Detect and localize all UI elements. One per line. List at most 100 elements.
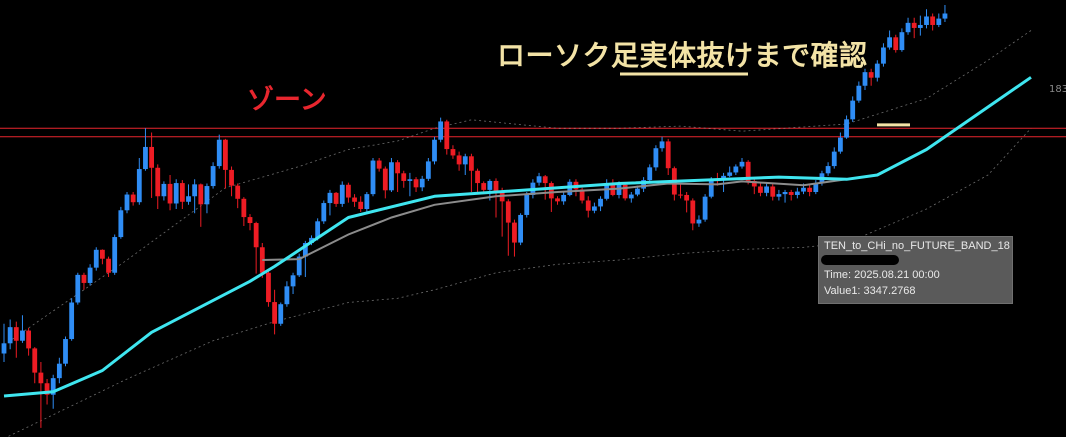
bull-candle <box>856 85 862 101</box>
bear-candle <box>26 330 31 349</box>
bear-candle <box>505 201 511 223</box>
bull-candle <box>278 304 284 324</box>
bull-candle <box>659 141 665 149</box>
bull-candle <box>216 139 222 167</box>
bull-candle <box>124 194 130 211</box>
bull-candle <box>204 186 210 205</box>
tooltip-redaction-mark <box>821 255 899 265</box>
bull-candle <box>628 194 634 199</box>
bull-candle <box>302 243 308 257</box>
tooltip-series-name: TEN_to_CHi_no_FUTURE_BAND_18 <box>824 240 1010 252</box>
bear-candle <box>247 217 253 224</box>
bear-candle <box>758 186 763 193</box>
bear-candle <box>555 198 560 202</box>
bear-candle <box>542 176 548 184</box>
bear-candle <box>512 222 517 243</box>
bull-candle <box>862 72 868 86</box>
bear-candle <box>678 194 683 196</box>
bull-candle <box>425 161 431 179</box>
bull-candle <box>874 63 880 78</box>
bull-candle <box>899 32 905 51</box>
bear-candle <box>266 272 271 303</box>
bull-candle <box>641 180 646 189</box>
bull-candle <box>1 343 7 354</box>
bear-candle <box>807 187 813 192</box>
bear-candle <box>469 156 474 171</box>
bear-candle <box>155 167 161 197</box>
bull-candle <box>844 119 849 138</box>
bear-candle <box>401 173 407 181</box>
data-tooltip: TEN_to_CHi_no_FUTURE_BAND_18 Time: 2025.… <box>818 236 1013 304</box>
bear-candle <box>450 149 456 156</box>
bear-candle <box>788 192 794 195</box>
bull-candle <box>56 363 62 379</box>
bull-candle <box>604 184 610 199</box>
bull-candle <box>462 156 468 165</box>
bear-candle <box>13 327 19 341</box>
bull-candle <box>364 194 370 209</box>
bear-candle <box>684 194 690 201</box>
bull-candle <box>917 24 923 28</box>
bull-candle <box>924 16 929 25</box>
bear-candle <box>179 183 185 202</box>
cyan-band <box>3 76 1032 398</box>
bull-candle <box>801 187 806 192</box>
bull-candle <box>210 166 216 187</box>
bull-candle <box>942 13 948 19</box>
bear-candle <box>376 160 382 169</box>
bull-candle <box>161 183 167 197</box>
bull-candle <box>327 192 333 204</box>
bear-candle <box>223 139 228 170</box>
bull-candle <box>87 267 93 283</box>
bull-candle <box>487 180 493 190</box>
bull-candle <box>389 162 394 191</box>
bear-candle <box>346 184 351 198</box>
bear-candle <box>198 184 204 205</box>
bear-candle <box>100 249 105 259</box>
gray-band-line <box>262 178 847 261</box>
bear-candle <box>690 200 696 224</box>
bull-candle <box>7 327 13 344</box>
bull-candle <box>887 37 892 48</box>
bull-candle <box>635 188 640 195</box>
zone-annotation: ゾーン <box>247 85 327 116</box>
bull-candle <box>321 203 327 222</box>
title-annotation: ローソク足実体抜けまで確認 <box>497 39 868 72</box>
bull-candle <box>831 151 837 167</box>
bull-candle <box>653 148 659 168</box>
bear-candle <box>106 258 111 273</box>
bull-candle <box>407 179 413 181</box>
bear-candle <box>272 302 277 324</box>
bull-candle <box>598 198 603 207</box>
bull-candle <box>432 139 437 162</box>
bear-candle <box>81 274 87 283</box>
bear-candle <box>868 72 874 78</box>
bear-candle <box>745 161 751 181</box>
bull-candle <box>850 100 856 120</box>
bear-candle <box>229 169 234 186</box>
bear-candle <box>413 179 419 188</box>
bear-candle <box>253 223 259 248</box>
bear-candle <box>44 383 50 395</box>
bull-candle <box>118 210 124 238</box>
bull-candle <box>708 180 714 197</box>
bear-candle <box>149 146 154 168</box>
bear-candle <box>235 185 241 199</box>
lower-dotted-band <box>6 128 1032 437</box>
bull-candle <box>518 214 523 243</box>
bull-candle <box>284 286 290 305</box>
bull-candle <box>647 167 653 181</box>
bull-candle <box>143 146 148 170</box>
bull-candle <box>616 184 622 195</box>
bull-candle <box>536 176 542 183</box>
bear-candle <box>456 155 462 165</box>
bull-candle <box>838 137 843 152</box>
cyan-band-line <box>3 76 1032 398</box>
bear-candle <box>893 37 899 51</box>
bear-candle <box>382 168 388 191</box>
bull-candle <box>733 166 739 173</box>
bull-candle <box>75 274 81 303</box>
bull-candle <box>93 249 99 268</box>
bull-candle <box>905 22 911 33</box>
